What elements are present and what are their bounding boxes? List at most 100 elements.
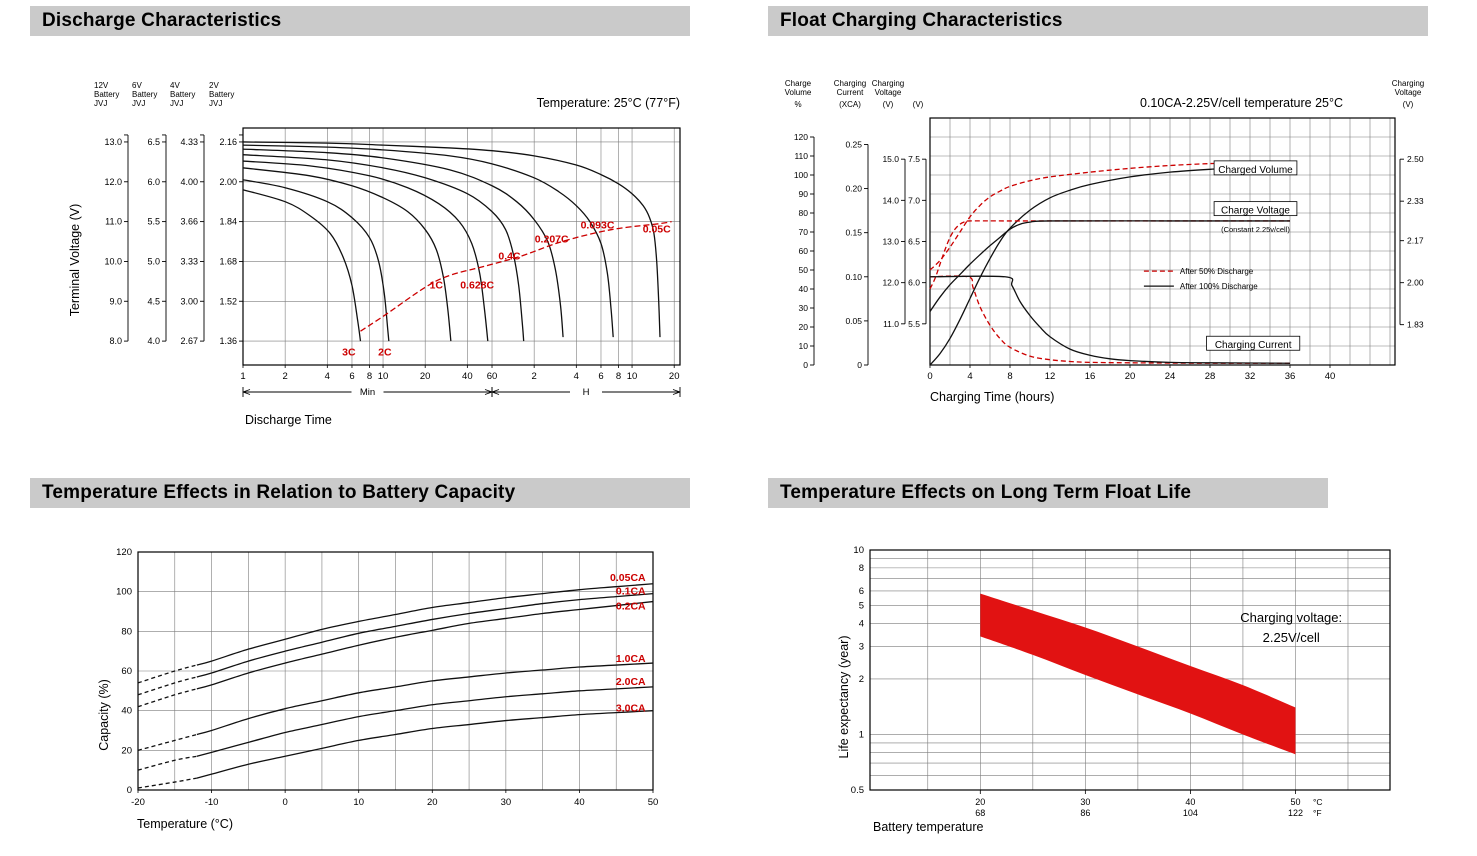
x-tick-label: 10 <box>378 371 389 382</box>
scale-header: 2V <box>209 81 219 90</box>
scale-header: 4V <box>170 81 180 90</box>
axis-header: Charging <box>872 79 904 88</box>
scale-tick-label: 10.0 <box>104 256 122 266</box>
x-tick-label: 50 <box>648 797 659 808</box>
y-tick-label: 40 <box>121 706 132 717</box>
axis-tick-label: 0.10 <box>845 272 862 282</box>
scale-tick-label: 1.36 <box>219 336 237 346</box>
curve-charging-current-after-50%-discharge <box>929 275 1291 364</box>
legend-label: After 100% Discharge <box>1180 282 1258 291</box>
scale-header: JVJ <box>132 99 145 108</box>
x-tick-label: 4 <box>967 371 972 382</box>
temp-capacity-ylabel: Capacity (%) <box>97 679 111 751</box>
discharge-title: Discharge Characteristics <box>42 10 282 31</box>
discharge-header: Discharge Characteristics <box>30 6 690 36</box>
curve-label-box <box>1213 201 1298 217</box>
float-charging-header: Float Charging Characteristics <box>768 6 1428 36</box>
axis-tick-label: 110 <box>794 151 808 161</box>
capacity-curve-0.2CA-dashed <box>137 688 198 708</box>
curve-label: Charging Current <box>1215 340 1292 351</box>
scale-header: 12V <box>94 81 109 90</box>
x-tick-label: 8 <box>367 371 372 382</box>
scale-tick-label: 9.0 <box>109 296 122 306</box>
x-tick-label-fahrenheit: 122 <box>1288 808 1303 818</box>
curve-charged-volume-after-100%-discharge <box>929 164 1291 366</box>
series-label-0.05CA: 0.05CA <box>610 572 646 584</box>
float-charging-note: 0.10CA-2.25V/cell temperature 25°C <box>1140 96 1344 110</box>
discharge-curve-1C <box>242 167 452 342</box>
x-tick-label: 2 <box>532 371 537 382</box>
x-tick-label: 8 <box>616 371 621 382</box>
section-label-H: H <box>583 387 590 398</box>
x-tick-label: 28 <box>1205 371 1216 382</box>
discharge-curve-3C <box>242 189 362 342</box>
scale-tick-label: 2.00 <box>219 177 237 187</box>
x-tick-label: 30 <box>501 797 512 808</box>
rate-label-0.207C: 0.207C <box>535 234 569 246</box>
axis-tick-label: 6.0 <box>908 278 920 288</box>
x-tick-label-celsius: 20 <box>975 797 985 807</box>
scale-tick-label: 13.0 <box>104 137 122 147</box>
x-tick-label: 20 <box>1125 371 1136 382</box>
scale-header: 6V <box>132 81 142 90</box>
y-tick-label: 4 <box>859 618 864 629</box>
axis-tick-label: 0.05 <box>845 316 862 326</box>
scale-tick-label: 1.84 <box>219 217 237 227</box>
discharge-curve-0.628C <box>242 160 489 342</box>
curve-label: Charged Volume <box>1218 165 1293 176</box>
axis-tick-label: 50 <box>799 265 809 275</box>
y-tick-label: 100 <box>116 587 132 598</box>
axis-tick-label: 0.20 <box>845 184 862 194</box>
scale-header: JVJ <box>209 99 222 108</box>
curve-label-box <box>1213 160 1298 176</box>
axis-tick-label: 10 <box>799 341 809 351</box>
capacity-curve-0.2CA <box>196 600 654 690</box>
scale-header: JVJ <box>94 99 107 108</box>
scale-tick-label: 8.0 <box>109 336 122 346</box>
x-tick-label: 0 <box>282 797 287 808</box>
scale-header: Battery <box>170 90 195 99</box>
x-tick-label: 24 <box>1165 371 1176 382</box>
capacity-curve-2.0CA <box>196 686 654 757</box>
axis-tick-label: 14.0 <box>882 195 899 205</box>
scale-tick-label: 4.33 <box>180 137 198 147</box>
plot-border <box>137 551 654 791</box>
axis-tick-label: 120 <box>794 132 808 142</box>
capacity-curve-3.0CA-dashed <box>137 777 197 789</box>
rate-label-3C: 3C <box>342 346 356 358</box>
scale-header: Battery <box>94 90 119 99</box>
capacity-curve-1.0CA-dashed <box>137 733 198 751</box>
temp-capacity-header: Temperature Effects in Relation to Batte… <box>30 478 690 508</box>
series-label-0.1CA: 0.1CA <box>616 586 646 598</box>
section-label-bg <box>570 386 603 398</box>
x-tick-label: -20 <box>131 797 145 808</box>
x-tick-label: 4 <box>574 371 579 382</box>
discharge-curve-2C <box>242 179 390 342</box>
rate-label-2C: 2C <box>378 346 392 358</box>
plot-border <box>242 127 681 366</box>
float-life-title: Temperature Effects on Long Term Float L… <box>780 482 1192 503</box>
cutoff-dashed-curve <box>360 220 672 332</box>
axis-header: Charging <box>1392 79 1424 88</box>
axis-header: Voltage <box>1395 88 1422 97</box>
y-tick-label: 0.5 <box>851 785 864 796</box>
float-charging-panel: Float Charging Characteristics 0 4 8 12 16 20… <box>768 6 1448 442</box>
discharge-curve-0.4C <box>242 154 525 342</box>
discharge-temperature-note: Temperature: 25°C (77°F) <box>536 96 680 110</box>
axis-tick-label: 80 <box>799 208 809 218</box>
x-tick-label: 1 <box>240 371 245 382</box>
axis-header: Volume <box>785 88 812 97</box>
temp-capacity-chart-area: -20 -10 0 10 20 30 40 50 0 20 40 60 80 100 120 0.05CA 0.… <box>30 508 702 852</box>
curve-label: (Constant 2.25v/cell) <box>1221 225 1290 234</box>
y-tick-label: 20 <box>121 745 132 756</box>
scale-tick-label: 12.0 <box>104 177 122 187</box>
axis-tick-label: 40 <box>799 284 809 294</box>
x-tick-label-fahrenheit: 104 <box>1183 808 1198 818</box>
x-tick-label: 10 <box>627 371 638 382</box>
axis-unit: (V) <box>913 100 924 109</box>
x-tick-label: -10 <box>205 797 219 808</box>
plot-border <box>929 117 1396 366</box>
x-tick-label: 2 <box>283 371 288 382</box>
x-tick-label: 40 <box>574 797 585 808</box>
y-tick-label: 8 <box>859 563 864 574</box>
